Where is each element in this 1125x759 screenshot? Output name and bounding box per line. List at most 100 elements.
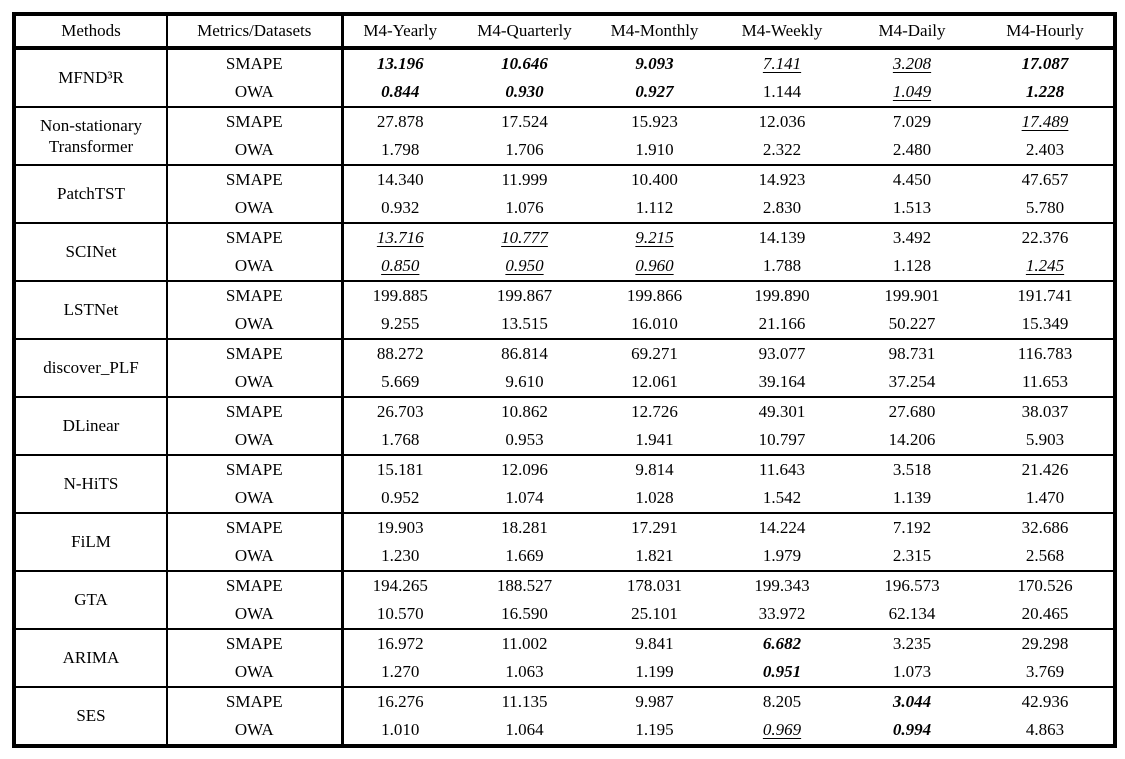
value-cell: 2.480 [892,140,932,160]
table-row: discover_PLF SMAPE 88.272 86.814 69.271 93.07… [14,338,1115,397]
metric-cell: OWA [167,78,344,107]
value-cell: 199.866 [592,280,717,310]
value-cell: 16.972 [342,628,457,658]
table-row: OWA 0.952 1.074 1.028 1.542 1.139 1.470 [14,484,1115,513]
value-cell: 1.706 [505,140,544,160]
method-cell: N-HiTS [14,454,168,513]
value-cell: 2.403 [1025,140,1065,160]
value-cell: 1.941 [635,430,674,450]
table-row: OWA 9.255 13.515 16.010 21.166 50.227 15.349 [14,310,1115,339]
value-cell: 12.096 [457,454,592,484]
value-cell: 0.927 [635,82,674,102]
value-cell: 9.610 [505,372,544,392]
value-cell: 10.797 [758,430,806,450]
value-cell: 0.951 [762,662,802,682]
table-header: Methods Metrics/Datasets M4-Yearly M4-Quart… [14,14,1115,48]
value-cell: 10.862 [457,396,592,426]
value-cell: 14.923 [717,164,847,194]
value-cell: 1.245 [1025,256,1065,276]
value-cell: 14.224 [717,512,847,542]
value-cell: 1.230 [381,546,420,566]
metric-cell: OWA [167,368,344,397]
value-cell: 86.814 [457,338,592,368]
table-row: SES SMAPE 16.276 11.135 9.987 8.205 3.044 42.93… [14,686,1115,746]
method-cell: FiLM [14,512,168,571]
value-cell: 3.492 [847,222,977,252]
method-cell: discover_PLF [14,338,168,397]
table-row: OWA 1.270 1.063 1.199 0.951 1.073 3.769 [14,658,1115,687]
value-cell: 11.653 [1021,372,1069,392]
table-row: N-HiTS SMAPE 15.181 12.096 9.814 11.643 3.518 2… [14,454,1115,513]
value-cell: 199.890 [717,280,847,310]
value-cell: 27.680 [847,396,977,426]
table-row: Non-stationary Transformer SMAPE 27.878 17.… [14,106,1115,165]
value-cell: 9.215 [592,222,717,252]
value-cell: 20.465 [1021,604,1069,624]
value-cell: 16.010 [631,314,678,334]
value-cell: 5.780 [1025,198,1065,218]
value-cell: 188.527 [457,570,592,600]
value-cell: 199.867 [457,280,592,310]
value-cell: 25.101 [631,604,678,624]
value-cell: 62.134 [888,604,936,624]
value-cell: 1.076 [505,198,544,218]
value-cell: 199.343 [717,570,847,600]
value-cell: 1.979 [762,546,802,566]
value-cell: 1.128 [892,256,932,276]
value-cell: 1.073 [892,662,932,682]
value-cell: 93.077 [717,338,847,368]
value-cell: 32.686 [977,512,1115,542]
value-cell: 0.932 [381,198,420,218]
table-row: OWA 5.669 9.610 12.061 39.164 37.254 11.653 [14,368,1115,397]
method-cell: PatchTST [14,164,168,223]
value-cell: 88.272 [342,338,457,368]
value-cell: 5.903 [1025,430,1065,450]
value-cell: 9.255 [381,314,420,334]
value-cell: 69.271 [592,338,717,368]
metric-cell: SMAPE [167,338,344,368]
metric-cell: OWA [167,252,344,281]
value-cell: 10.400 [592,164,717,194]
value-cell: 1.028 [635,488,674,508]
value-cell: 17.489 [977,106,1115,136]
value-cell: 21.426 [977,454,1115,484]
value-cell: 1.910 [635,140,674,160]
value-cell: 170.526 [977,570,1115,600]
value-cell: 178.031 [592,570,717,600]
metric-cell: OWA [167,716,344,746]
value-cell: 98.731 [847,338,977,368]
value-cell: 7.192 [847,512,977,542]
metric-cell: OWA [167,658,344,687]
value-cell: 0.950 [505,256,544,276]
value-cell: 0.994 [892,720,932,740]
value-cell: 4.450 [847,164,977,194]
value-cell: 33.972 [758,604,806,624]
table-row: ARIMA SMAPE 16.972 11.002 9.841 6.682 3.235 29.… [14,628,1115,687]
column-header: Metrics/Datasets [167,14,344,48]
value-cell: 1.669 [505,546,544,566]
value-cell: 0.930 [505,82,544,102]
value-cell: 3.235 [847,628,977,658]
value-cell: 199.901 [847,280,977,310]
value-cell: 1.542 [762,488,802,508]
value-cell: 8.205 [717,686,847,716]
value-cell: 11.002 [457,628,592,658]
table-body: MFND³R SMAPE 13.196 10.646 9.093 7.141 3.208 17… [14,47,1115,746]
method-cell: GTA [14,570,168,629]
value-cell: 17.087 [977,47,1115,78]
value-cell: 2.315 [892,546,932,566]
value-cell: 1.768 [381,430,420,450]
value-cell: 3.769 [1025,662,1065,682]
value-cell: 14.340 [342,164,457,194]
table-row: PatchTST SMAPE 14.340 11.999 10.400 14.923 4.4… [14,164,1115,223]
table-row: OWA 1.798 1.706 1.910 2.322 2.480 2.403 [14,136,1115,165]
table-row: OWA 1.010 1.064 1.195 0.969 0.994 4.863 [14,716,1115,746]
metric-cell: SMAPE [167,628,344,658]
column-header: M4-Daily [878,21,946,41]
value-cell: 7.141 [717,47,847,78]
value-cell: 6.682 [717,628,847,658]
metric-cell: SMAPE [167,47,344,78]
value-cell: 27.878 [342,106,457,136]
method-cell: SCINet [14,222,168,281]
